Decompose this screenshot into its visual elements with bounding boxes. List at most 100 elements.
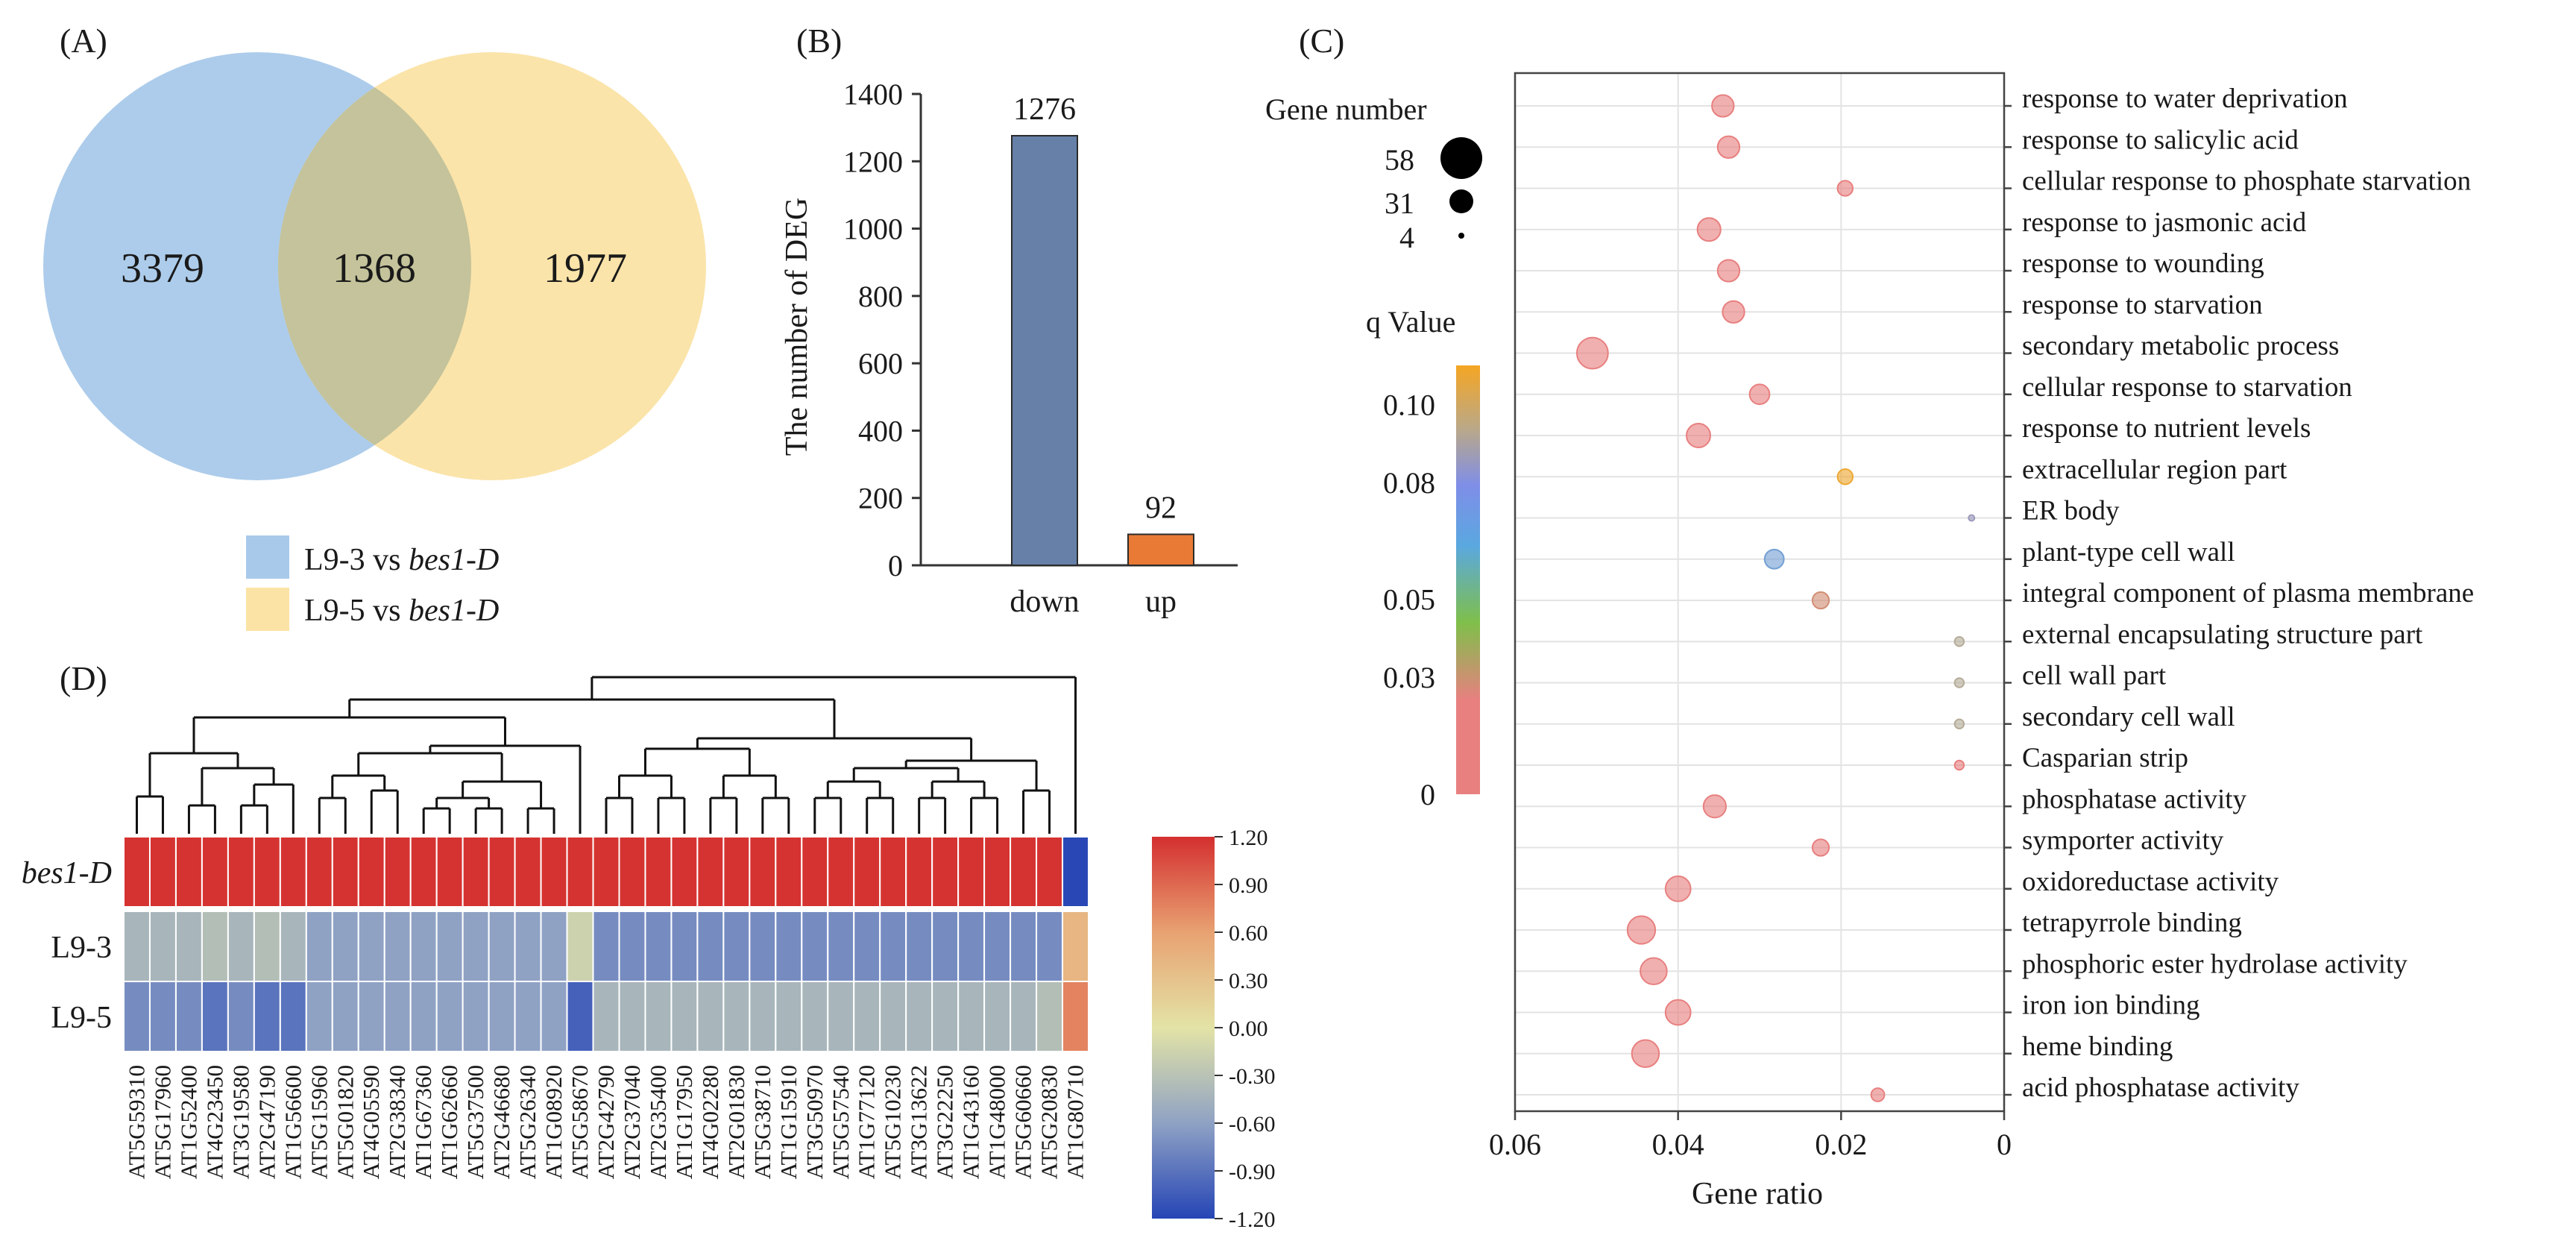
heatmap-cell	[1062, 981, 1089, 1052]
heatmap-cell	[827, 981, 855, 1052]
bubble-term-label: extracellular region part	[2022, 454, 2287, 485]
heatmap-column-label: AT1G17950	[671, 1065, 697, 1179]
heatmap-cell	[618, 911, 646, 982]
heatmap-colorbar-tick-label: 0.90	[1229, 873, 1268, 898]
heatmap-column-label: AT1G52400	[175, 1065, 201, 1179]
heatmap-column-label: AT1G48000	[984, 1065, 1010, 1179]
bar-y-tick-label: 800	[858, 280, 903, 313]
bubble-point	[1953, 677, 1965, 688]
heatmap-cell	[488, 981, 516, 1052]
heatmap-cell	[566, 981, 594, 1052]
heatmap-cell	[1036, 911, 1064, 982]
heatmap-column-label: AT2G42790	[593, 1065, 619, 1179]
heatmap-cell	[879, 836, 907, 908]
bar-y-tick-label: 1000	[843, 213, 903, 246]
heatmap-cell	[123, 981, 151, 1052]
heatmap-grid	[123, 836, 1089, 1052]
heatmap-column-label: AT4G05590	[358, 1065, 384, 1179]
bubble-point	[1702, 794, 1727, 819]
bubble-term-label: response to jasmonic acid	[2022, 207, 2307, 238]
bubble-x-tick-label: 0.04	[1652, 1128, 1704, 1161]
heatmap-cell	[462, 911, 490, 982]
heatmap-colorbar-tick-label: -1.20	[1229, 1207, 1276, 1232]
gene-number-legend-label: 31	[1385, 186, 1414, 220]
heatmap-cell	[514, 836, 542, 908]
heatmap-cell	[775, 981, 803, 1052]
bubble-term-label: response to starvation	[2022, 289, 2263, 320]
heatmap-column-labels: AT5G59310 AT5G17960 AT1G52400 AT4G23450 AT3G…	[123, 1065, 1088, 1179]
q-value-colorbar	[1456, 365, 1480, 794]
heatmap-cell	[775, 911, 803, 982]
bubble-x-tick-label: 0.06	[1489, 1128, 1541, 1161]
heatmap-cell	[644, 911, 673, 982]
heatmap-colorbar-tick-label: -0.90	[1229, 1160, 1276, 1184]
heatmap-cell	[722, 836, 751, 908]
heatmap-cell	[123, 911, 151, 982]
heatmap-column-label: AT2G47190	[253, 1065, 280, 1179]
bubble-plot-frame	[1514, 72, 2006, 1113]
venn-count-set-2-only: 1977	[544, 245, 627, 292]
venn-legend-label-1: L9-3 vs bes1-D	[304, 543, 499, 577]
heatmap-column-label: AT5G37500	[462, 1065, 488, 1179]
heatmap-column-label: AT1G08920	[541, 1065, 567, 1179]
bar-category-label-up: up	[1145, 585, 1177, 619]
heatmap-cell	[618, 836, 646, 908]
bubble-term-label: response to salicylic acid	[2022, 125, 2299, 155]
gene-number-legend: 58 314	[1385, 137, 1482, 254]
q-value-ticks: 0.10 0.08 0.05 0.03 0	[1383, 388, 1435, 811]
heatmap-cell	[983, 836, 1012, 908]
heatmap-cell	[409, 981, 438, 1052]
bubble-term-label: phosphatase activity	[2022, 784, 2247, 814]
heatmap-cell	[722, 911, 751, 982]
heatmap-cell	[383, 981, 412, 1052]
heatmap-cell	[1062, 836, 1089, 908]
heatmap-column-label: AT1G80710	[1062, 1065, 1089, 1179]
heatmap-cell	[488, 836, 516, 908]
bubble-point	[1811, 591, 1830, 610]
heatmap-column-label: AT5G10230	[880, 1065, 906, 1179]
heatmap-cell	[1062, 911, 1089, 982]
heatmap-row-label: L9-3	[51, 931, 112, 965]
heatmap-cell	[514, 981, 542, 1052]
venn-legend-swatch-2	[246, 588, 289, 631]
heatmap-cell	[566, 836, 594, 908]
bubble-point	[1968, 514, 1976, 522]
heatmap-cell	[540, 836, 568, 908]
heatmap-cell	[488, 911, 516, 982]
q-value-tick-label: 0	[1420, 778, 1435, 811]
heatmap-cell	[853, 911, 881, 982]
venn-legend-label-2: L9-5 vs bes1-D	[304, 594, 499, 628]
heatmap-cell	[749, 911, 777, 982]
heatmap-cell	[435, 981, 464, 1052]
heatmap-cell	[1010, 911, 1038, 982]
heatmap-column-label: AT1G56600	[280, 1065, 306, 1179]
q-value-tick-label: 0.10	[1383, 388, 1435, 421]
heatmap-column-label: AT4G23450	[201, 1065, 227, 1179]
bubble-term-label: secondary metabolic process	[2022, 331, 2339, 362]
heatmap-cell	[801, 981, 829, 1052]
heatmap-cell	[931, 911, 960, 982]
heatmap-cell	[905, 836, 933, 908]
bar-up	[1127, 533, 1194, 566]
heatmap-cell	[201, 836, 229, 908]
heatmap-colorbar	[1152, 837, 1215, 1219]
panel-c-label: (C)	[1299, 22, 1344, 60]
bubble-point	[1664, 875, 1692, 902]
bubble-term-label: Casparian strip	[2022, 743, 2188, 773]
heatmap-row-label: L9-5	[51, 1001, 112, 1035]
heatmap-column-label: AT2G37040	[619, 1065, 645, 1179]
heatmap-column-label: AT5G59310	[123, 1065, 149, 1179]
heatmap-cell	[827, 836, 855, 908]
venn-count-intersection: 1368	[333, 245, 416, 292]
heatmap-cell	[853, 836, 881, 908]
bubble-term-label: ER body	[2022, 496, 2120, 527]
heatmap-cell	[775, 836, 803, 908]
heatmap-cell	[357, 911, 385, 982]
heatmap-cell	[905, 911, 933, 982]
heatmap-cell	[853, 981, 881, 1052]
heatmap-cell	[227, 836, 255, 908]
heatmap-cell	[879, 911, 907, 982]
heatmap-colorbar-tick-label: 0.00	[1229, 1016, 1268, 1041]
bubble-point	[1953, 718, 1965, 729]
gene-number-legend-dot	[1449, 189, 1473, 213]
